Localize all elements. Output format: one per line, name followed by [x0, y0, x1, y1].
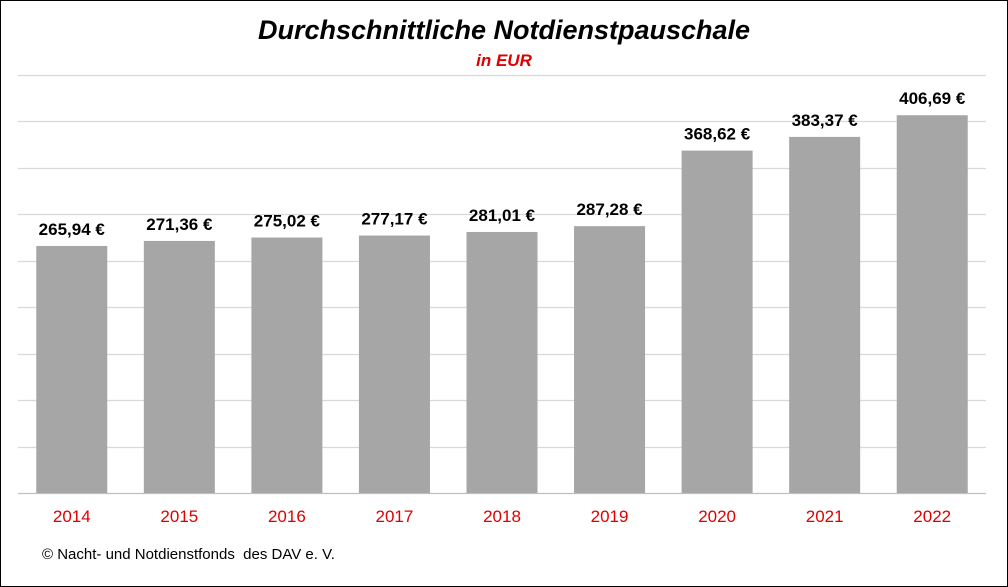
bar-2018 — [466, 231, 538, 493]
bar-2020 — [681, 150, 753, 494]
data-label-2022: 406,69 € — [899, 89, 966, 108]
category-label-2021: 2021 — [806, 507, 844, 526]
bar-2022 — [896, 115, 968, 494]
copyright-note: © Nacht- und Notdienstfonds des DAV e. V… — [42, 546, 335, 563]
bar-2021 — [789, 136, 861, 494]
category-label-2014: 2014 — [53, 507, 91, 526]
data-label-2020: 368,62 € — [684, 125, 751, 144]
category-label-2016: 2016 — [268, 507, 306, 526]
data-label-2017: 277,17 € — [361, 210, 428, 229]
data-labels: 265,94 € 271,36 € 275,02 € 277,17 € 281,01 €… — [39, 89, 966, 239]
bar-2017 — [358, 235, 430, 494]
category-label-2022: 2022 — [913, 507, 951, 526]
data-label-2014: 265,94 € — [39, 220, 106, 239]
bar-series — [36, 115, 968, 494]
category-label-2017: 2017 — [376, 507, 414, 526]
bar-2016 — [251, 237, 323, 493]
data-label-2021: 383,37 € — [792, 111, 859, 130]
category-label-2019: 2019 — [591, 507, 629, 526]
category-label-2015: 2015 — [160, 507, 198, 526]
data-label-2018: 281,01 € — [469, 206, 536, 225]
category-axis-labels: 2014 2015 2016 2017 2018 2019 2020 2021 2022 — [53, 507, 951, 526]
data-label-2015: 271,36 € — [146, 215, 213, 234]
chart-title: Durchschnittliche Notdienstpauschale — [257, 15, 751, 45]
data-label-2016: 275,02 € — [254, 212, 321, 231]
category-label-2018: 2018 — [483, 507, 521, 526]
category-label-2020: 2020 — [698, 507, 736, 526]
chart-subtitle: in EUR — [476, 51, 532, 70]
bar-2014 — [36, 245, 108, 493]
data-label-2019: 287,28 € — [576, 200, 643, 219]
bar-2019 — [574, 226, 646, 493]
bar-2015 — [143, 240, 215, 493]
